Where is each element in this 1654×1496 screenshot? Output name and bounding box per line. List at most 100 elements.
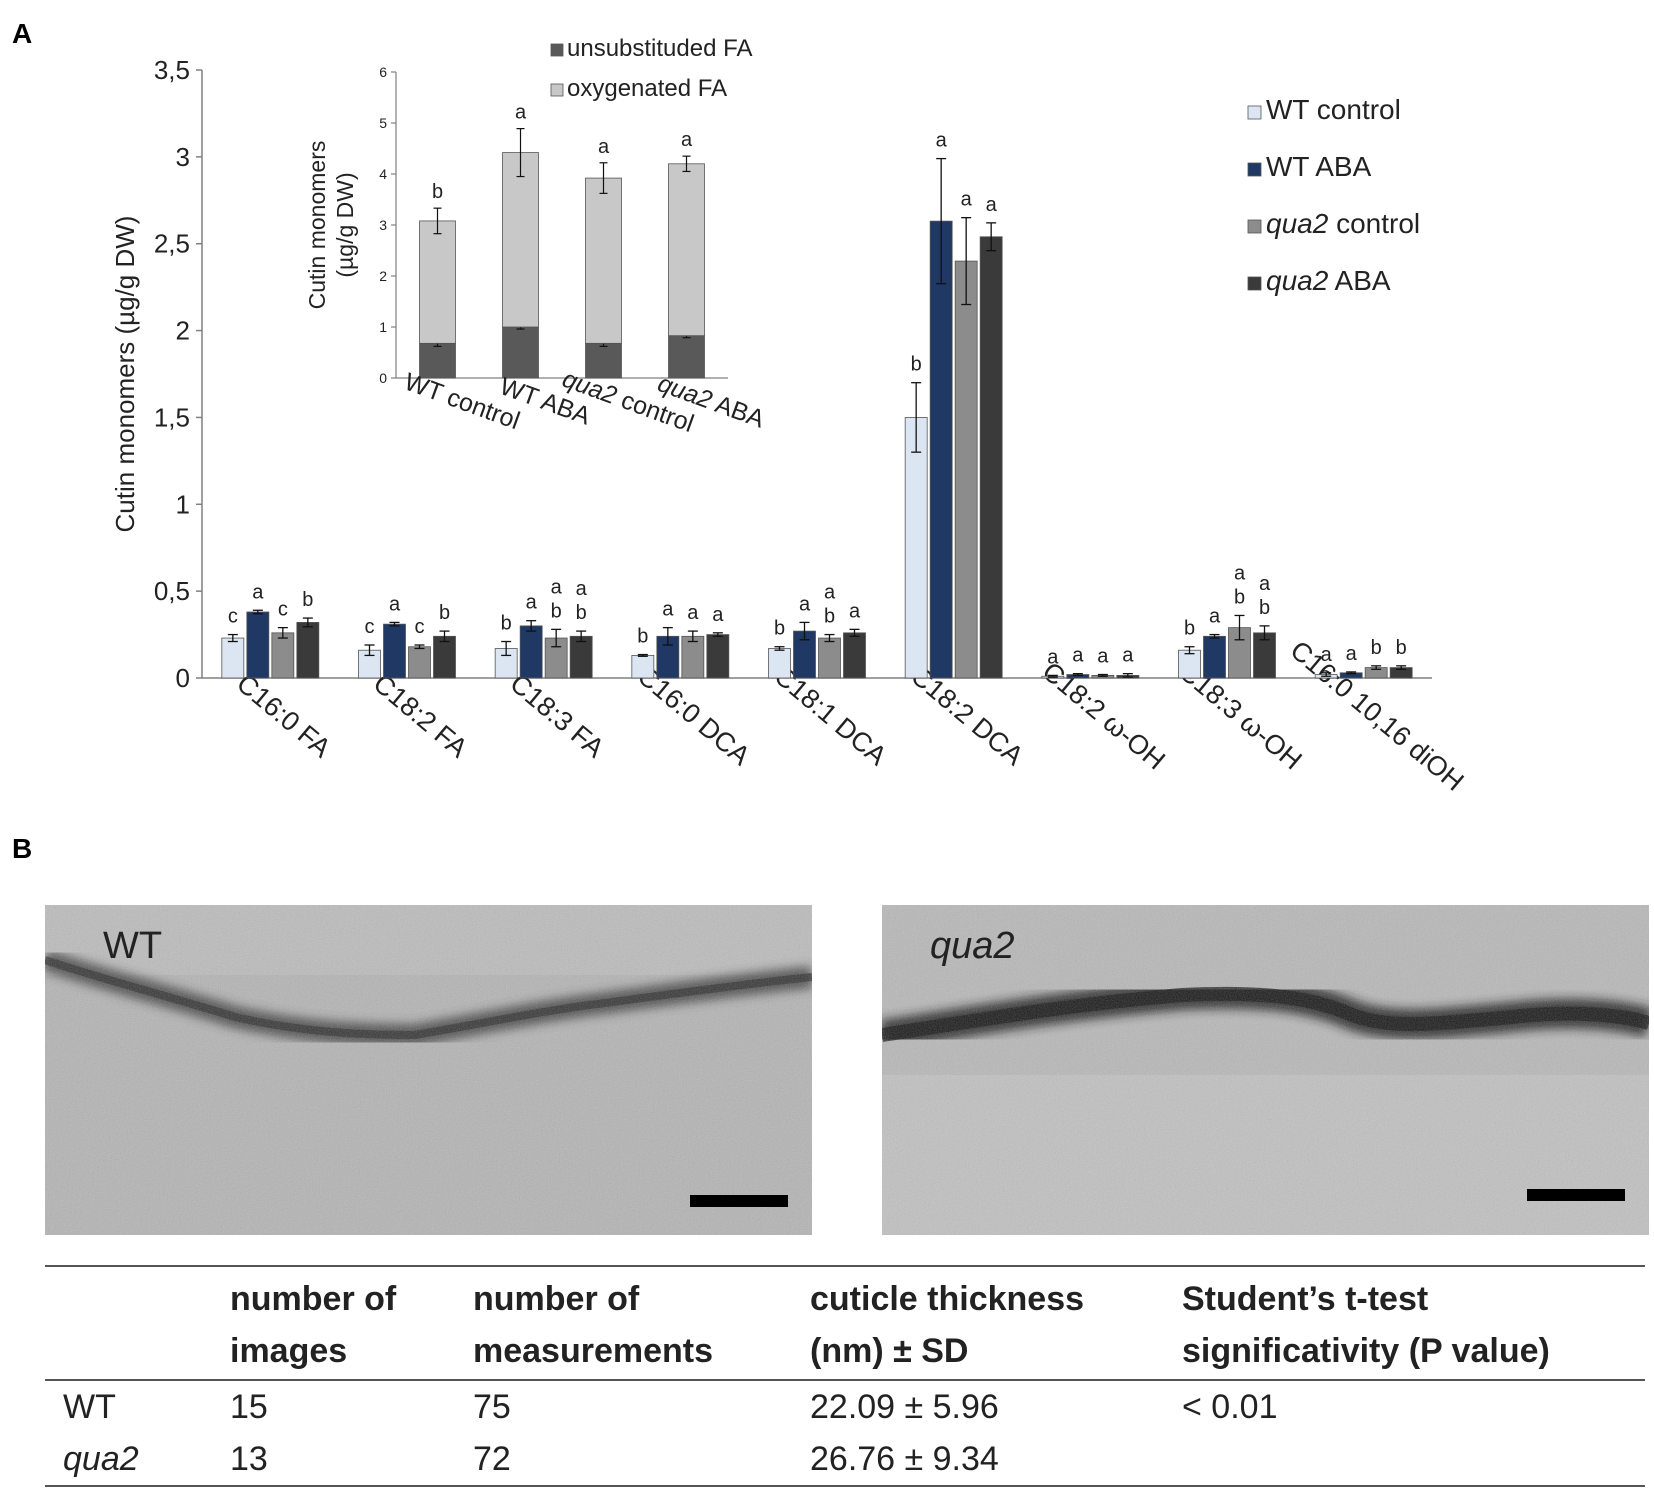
- inset-bar: [502, 152, 539, 328]
- inset-significance-letter: b: [432, 181, 443, 203]
- bar: [383, 623, 406, 679]
- significance-letter: a: [526, 592, 538, 614]
- scale-bar: [690, 1195, 788, 1207]
- significance-letter: a: [986, 194, 998, 216]
- y-tick-label: 3: [176, 142, 190, 172]
- legend-swatch: [1247, 276, 1262, 291]
- inset-y-tick-label: 4: [379, 166, 387, 182]
- bar: [519, 625, 543, 679]
- y-tick-label: 2: [176, 316, 190, 346]
- significance-letter: b: [1184, 618, 1195, 640]
- significance-letter: a: [1321, 644, 1333, 666]
- significance-letter: c: [278, 599, 288, 621]
- inset-significance-letter: a: [598, 136, 610, 158]
- table-header: cuticle thickness (nm) ± SD: [810, 1280, 1085, 1370]
- table-header: number of images: [230, 1280, 397, 1370]
- inset-y-axis-label: Cutin monomers(µg/g DW): [304, 141, 358, 310]
- significance-letter: a: [1097, 646, 1109, 668]
- cuticle-thickness-table: number of images number of measurements cu…: [45, 1265, 1645, 1487]
- bar: [954, 260, 978, 679]
- significance-letter: b: [1396, 637, 1407, 659]
- table-cell: 75: [473, 1388, 511, 1426]
- table-cell: 22.09 ± 5.96: [810, 1388, 999, 1426]
- inset-bar: [419, 220, 456, 344]
- significance-letter: c: [415, 616, 425, 638]
- significance-letter: b: [824, 606, 835, 628]
- bar: [246, 611, 270, 679]
- significance-letter: a: [551, 576, 563, 598]
- significance-letter: a: [687, 602, 699, 624]
- inset-bar: [585, 177, 622, 344]
- bar: [681, 635, 705, 679]
- significance-letter: b: [637, 626, 648, 648]
- inset-legend-label: unsubstituded FA: [567, 35, 752, 62]
- significance-letter: b: [1259, 597, 1270, 619]
- significance-letter: b: [1234, 586, 1245, 608]
- bar: [904, 417, 928, 679]
- inset-bar: [585, 342, 622, 379]
- table-cell: 15: [230, 1388, 268, 1426]
- scale-bar: [1527, 1189, 1625, 1201]
- y-tick-label: 0: [176, 663, 190, 693]
- table-cell: < 0.01: [1182, 1388, 1278, 1426]
- y-tick-label: 1: [176, 489, 190, 519]
- bar: [1203, 635, 1226, 679]
- significance-letter: a: [252, 581, 264, 603]
- micrograph-wt: WT: [45, 905, 812, 1235]
- significance-letter: b: [1371, 637, 1382, 659]
- significance-letter: c: [228, 606, 238, 628]
- cutin-monomers-chart: 0 0,5 1 1,5 2 2,5 3 3,5 Cutin monomers (µg/g DW)…: [110, 35, 1470, 797]
- legend-swatch: [1247, 105, 1262, 120]
- table-header: Student’s t-test significativity (P value…: [1182, 1280, 1550, 1370]
- significance-letter: b: [302, 589, 313, 611]
- y-tick-label: 0,5: [154, 576, 190, 606]
- inset-legend-swatch: [550, 83, 564, 97]
- legend-label: WT control: [1266, 94, 1401, 125]
- significance-letter: a: [1234, 562, 1246, 584]
- significance-letter: a: [799, 593, 811, 615]
- micrograph-qua2: qua2: [882, 905, 1649, 1235]
- table-header-row: number of images number of measurements cu…: [45, 1266, 1645, 1380]
- bar: [979, 236, 1003, 679]
- x-tick-label: C18:3 FA: [504, 668, 610, 763]
- bar: [1178, 649, 1201, 679]
- significance-letter: c: [365, 616, 375, 638]
- bar: [843, 632, 866, 679]
- bar: [569, 635, 593, 679]
- inset-y-tick-label: 0: [379, 370, 387, 386]
- table-row: WT 15 75 22.09 ± 5.96 < 0.01: [45, 1380, 1645, 1433]
- inset-y-tick-label: 6: [379, 64, 387, 80]
- bar: [706, 634, 730, 679]
- y-axis-label: Cutin monomers (µg/g DW): [110, 216, 140, 533]
- legend-label: qua2 control: [1266, 208, 1420, 239]
- significance-letter: a: [389, 593, 401, 615]
- bar: [221, 637, 245, 679]
- table-cell: 13: [230, 1440, 268, 1478]
- significance-letter: a: [1346, 643, 1358, 665]
- micrograph-wt-image: [45, 905, 812, 1235]
- significance-letter: a: [824, 582, 836, 604]
- micrograph-qua2-label: qua2: [930, 925, 1015, 967]
- legend-label: WT ABA: [1266, 151, 1372, 182]
- significance-letter: b: [576, 602, 587, 624]
- bar: [433, 635, 456, 679]
- inset-bar: [419, 342, 456, 379]
- legend-swatch: [1247, 162, 1262, 177]
- significance-letter: b: [551, 600, 562, 622]
- row-label: qua2: [63, 1440, 139, 1478]
- inset-bar: [502, 326, 539, 379]
- significance-letter: a: [1259, 573, 1271, 595]
- inset-bar: [668, 163, 705, 337]
- inset-y-tick-label: 5: [379, 115, 387, 131]
- inset-significance-letter: a: [515, 102, 527, 124]
- bar: [768, 648, 791, 679]
- significance-letter: a: [961, 189, 973, 211]
- significance-letter: a: [712, 604, 724, 626]
- table-cell: 72: [473, 1440, 511, 1478]
- significance-letter: b: [911, 354, 922, 376]
- significance-letter: a: [1047, 646, 1059, 668]
- micrograph-wt-label: WT: [103, 925, 163, 967]
- inset-legend-swatch: [550, 43, 564, 57]
- bar: [818, 637, 841, 679]
- legend-swatch: [1247, 219, 1262, 234]
